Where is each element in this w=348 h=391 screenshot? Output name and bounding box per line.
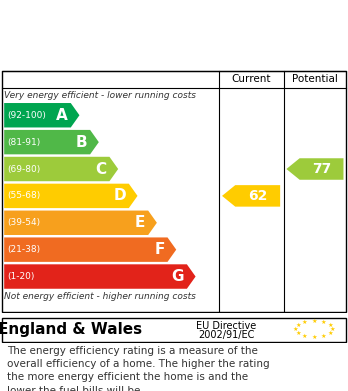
Polygon shape [4, 130, 99, 154]
Text: F: F [155, 242, 165, 257]
Text: (39-54): (39-54) [8, 218, 41, 227]
Polygon shape [222, 185, 280, 206]
Text: (81-91): (81-91) [8, 138, 41, 147]
Text: D: D [113, 188, 126, 203]
Text: EU Directive: EU Directive [196, 321, 256, 331]
Text: ★: ★ [327, 323, 333, 328]
Text: (92-100): (92-100) [8, 111, 47, 120]
Text: Potential: Potential [292, 74, 338, 84]
Text: A: A [56, 108, 68, 123]
Text: ★: ★ [311, 335, 317, 340]
Text: (55-68): (55-68) [8, 191, 41, 201]
Text: ★: ★ [293, 327, 299, 332]
Text: The energy efficiency rating is a measure of the
overall efficiency of a home. T: The energy efficiency rating is a measur… [7, 346, 270, 391]
Polygon shape [4, 264, 196, 289]
Text: Very energy efficient - lower running costs: Very energy efficient - lower running co… [4, 91, 196, 100]
Polygon shape [286, 158, 343, 180]
Text: ★: ★ [302, 320, 308, 325]
Text: C: C [96, 161, 107, 176]
Text: Not energy efficient - higher running costs: Not energy efficient - higher running co… [4, 292, 196, 301]
Text: B: B [76, 135, 87, 150]
Text: E: E [135, 215, 145, 230]
Text: ★: ★ [311, 319, 317, 325]
Text: 2002/91/EC: 2002/91/EC [198, 330, 254, 341]
Polygon shape [4, 237, 176, 262]
Polygon shape [4, 103, 79, 127]
Text: ★: ★ [330, 327, 335, 332]
Text: (21-38): (21-38) [8, 245, 41, 254]
Text: Energy Efficiency Rating: Energy Efficiency Rating [50, 43, 298, 61]
Polygon shape [4, 184, 137, 208]
Text: Current: Current [232, 74, 271, 84]
Text: England & Wales: England & Wales [0, 322, 142, 337]
Text: ★: ★ [295, 331, 301, 336]
Polygon shape [4, 210, 157, 235]
Text: ★: ★ [302, 334, 308, 339]
Text: ★: ★ [321, 334, 326, 339]
Text: 62: 62 [248, 189, 267, 203]
Text: ★: ★ [295, 323, 301, 328]
Text: G: G [172, 269, 184, 284]
Text: ★: ★ [321, 320, 326, 325]
Text: (69-80): (69-80) [8, 165, 41, 174]
Polygon shape [4, 157, 118, 181]
Text: ★: ★ [327, 331, 333, 336]
Text: 77: 77 [312, 162, 331, 176]
Text: (1-20): (1-20) [8, 272, 35, 281]
